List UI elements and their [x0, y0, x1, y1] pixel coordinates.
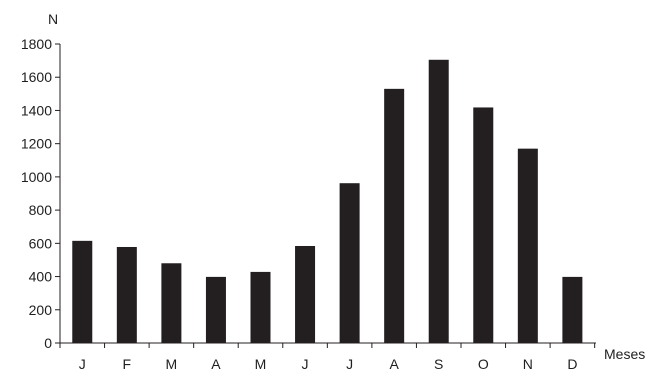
bar [295, 245, 316, 343]
y-tick-label: 1000 [21, 169, 52, 185]
x-tick-label: A [211, 356, 221, 371]
x-tick-label: O [478, 356, 489, 371]
bar [384, 88, 405, 343]
bar [428, 59, 449, 344]
x-tick-label: A [389, 356, 399, 371]
x-tick-label: J [79, 356, 86, 371]
y-tick-label: 0 [44, 335, 52, 351]
bar [116, 246, 137, 343]
x-axis-label: Meses [604, 346, 645, 362]
bar [473, 107, 494, 344]
y-tick-label: 400 [29, 269, 53, 285]
x-tick-label: M [255, 356, 267, 371]
bar [250, 271, 271, 343]
y-tick-label: 1200 [21, 136, 52, 152]
y-tick-label: 200 [29, 302, 53, 318]
bar [72, 240, 93, 343]
y-tick-label: 1600 [21, 69, 52, 85]
bar [339, 183, 360, 343]
x-tick-label: N [523, 356, 533, 371]
x-tick-label: J [302, 356, 309, 371]
y-tick-label: 600 [29, 235, 53, 251]
bar [562, 276, 583, 343]
y-tick-label: 1400 [21, 102, 52, 118]
x-tick-label: D [567, 356, 577, 371]
y-tick-label: 1800 [21, 36, 52, 52]
x-tick-label: M [166, 356, 178, 371]
x-tick-label: J [346, 356, 353, 371]
x-tick-label: S [434, 356, 443, 371]
y-tick-label: 800 [29, 202, 53, 218]
bar [517, 148, 538, 343]
bar [161, 263, 182, 343]
bar [205, 276, 226, 343]
x-tick-label: F [123, 356, 132, 371]
y-axis-label: N [48, 11, 58, 27]
